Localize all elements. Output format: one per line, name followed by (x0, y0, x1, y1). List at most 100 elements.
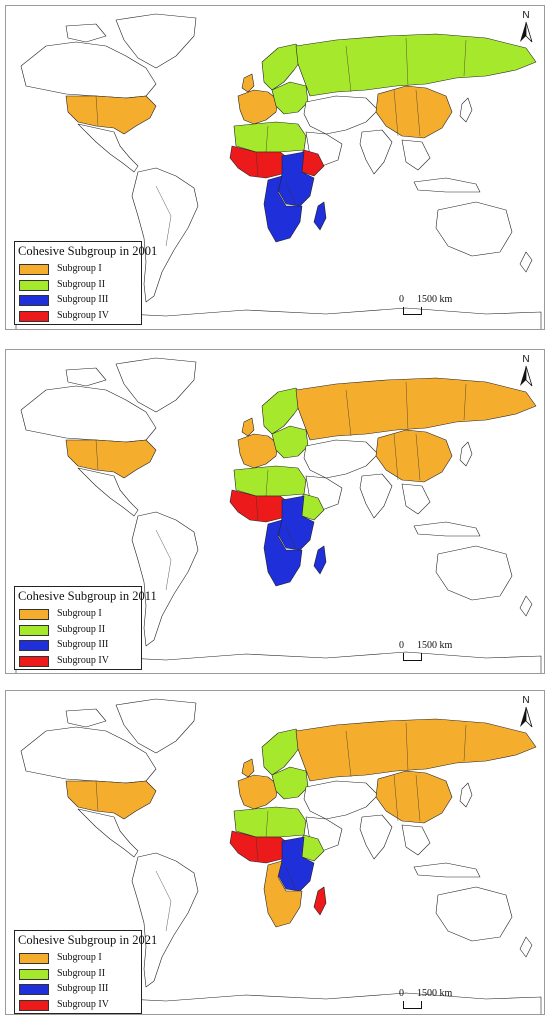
mexico (77, 123, 139, 173)
new-zealand (519, 251, 533, 273)
central-asia (303, 95, 379, 135)
japan (459, 441, 473, 467)
new-zealand (519, 595, 533, 617)
scale-bar: 0 1500 km (396, 988, 486, 1012)
scale-distance: 1500 km (417, 640, 453, 651)
north-africa (233, 806, 307, 838)
europe-east (271, 766, 309, 800)
russia (295, 718, 537, 782)
legend-swatch (19, 264, 49, 275)
japan (459, 782, 473, 808)
india (359, 129, 393, 175)
southern-africa (263, 519, 303, 587)
scale-zero: 0 (399, 988, 404, 999)
indonesia (413, 862, 481, 878)
scale-bar: 0 1500 km (396, 294, 486, 318)
scale-distance: 1500 km (417, 988, 453, 999)
australia (435, 201, 513, 257)
scale-bar-line (403, 1001, 422, 1009)
madagascar (313, 886, 327, 916)
legend-label: Subgroup III (57, 639, 109, 650)
madagascar (313, 545, 327, 575)
north-label: N (522, 354, 530, 365)
china (375, 429, 453, 483)
map-panel-3: N 0 1500 km Cohesive Subgroup in 2021 Su… (5, 690, 545, 1015)
europe-west (237, 89, 279, 125)
scandinavia (261, 387, 305, 435)
russia (295, 377, 537, 441)
legend-title: Cohesive Subgroup in 2021 (18, 933, 158, 947)
southern-africa (263, 860, 303, 928)
southeast-asia (401, 139, 431, 171)
legend-swatch (19, 640, 49, 651)
legend-swatch (19, 295, 49, 306)
map-panel-1: N 0 1500 km Cohesive Subgroup in 2001 Su… (5, 5, 545, 330)
map-panel-2: N 0 1500 km Cohesive Subgroup in 2011 Su… (5, 349, 545, 674)
central-asia (303, 780, 379, 820)
uk (241, 417, 255, 437)
legend-label: Subgroup II (57, 623, 106, 635)
india (359, 473, 393, 519)
australia (435, 886, 513, 942)
canada (20, 726, 157, 784)
usa (65, 95, 157, 135)
indonesia (413, 521, 481, 537)
north-arrow-icon (520, 365, 533, 387)
legend-label: Subgroup IV (57, 654, 109, 666)
legend: Cohesive Subgroup in 2021 Subgroup I Subg… (14, 930, 157, 1014)
legend-title: Cohesive Subgroup in 2011 (18, 589, 157, 603)
arctic-islands (65, 23, 107, 43)
south-america (131, 852, 199, 988)
legend-swatch (19, 655, 49, 667)
legend-swatch (19, 609, 49, 620)
russia (295, 33, 537, 97)
legend-label: Subgroup III (57, 294, 109, 305)
legend-title: Cohesive Subgroup in 2001 (18, 244, 158, 258)
scale-zero: 0 (399, 640, 404, 651)
north-africa (233, 121, 307, 153)
europe-west (237, 774, 279, 810)
legend-label: Subgroup I (57, 263, 102, 274)
legend-swatch (19, 984, 49, 995)
scandinavia (261, 43, 305, 91)
uk (241, 758, 255, 778)
north-arrow-icon (520, 706, 533, 728)
legend-label: Subgroup III (57, 983, 109, 994)
scale-bar-line (403, 307, 422, 315)
india (359, 814, 393, 860)
new-zealand (519, 936, 533, 958)
legend-label: Subgroup I (57, 608, 102, 619)
legend-label: Subgroup II (57, 278, 106, 290)
greenland (115, 698, 197, 754)
legend: Cohesive Subgroup in 2001 Subgroup I Subg… (14, 241, 157, 325)
legend-label: Subgroup I (57, 952, 102, 963)
world-map (15, 357, 542, 673)
china (375, 85, 453, 139)
legend-swatch (19, 310, 49, 322)
southeast-asia (401, 483, 431, 515)
legend: Cohesive Subgroup in 2011 Subgroup I Subg… (14, 586, 157, 670)
legend-swatch (19, 624, 49, 636)
north-label: N (522, 695, 530, 706)
legend-label: Subgroup II (57, 967, 106, 979)
legend-swatch (19, 999, 49, 1011)
china (375, 770, 453, 824)
uk (241, 73, 255, 93)
legend-label: Subgroup IV (57, 998, 109, 1010)
europe-east (271, 81, 309, 115)
central-asia (303, 439, 379, 479)
north-label: N (522, 10, 530, 21)
canada (20, 41, 157, 99)
greenland (115, 357, 197, 413)
mexico (77, 467, 139, 517)
arctic-islands (65, 708, 107, 728)
europe-east (271, 425, 309, 459)
north-arrow: N (516, 10, 536, 44)
north-arrow-icon (520, 21, 533, 43)
west-africa (229, 489, 289, 523)
legend-swatch (19, 953, 49, 964)
greenland (115, 13, 197, 69)
australia (435, 545, 513, 601)
southeast-asia (401, 824, 431, 856)
usa (65, 780, 157, 820)
